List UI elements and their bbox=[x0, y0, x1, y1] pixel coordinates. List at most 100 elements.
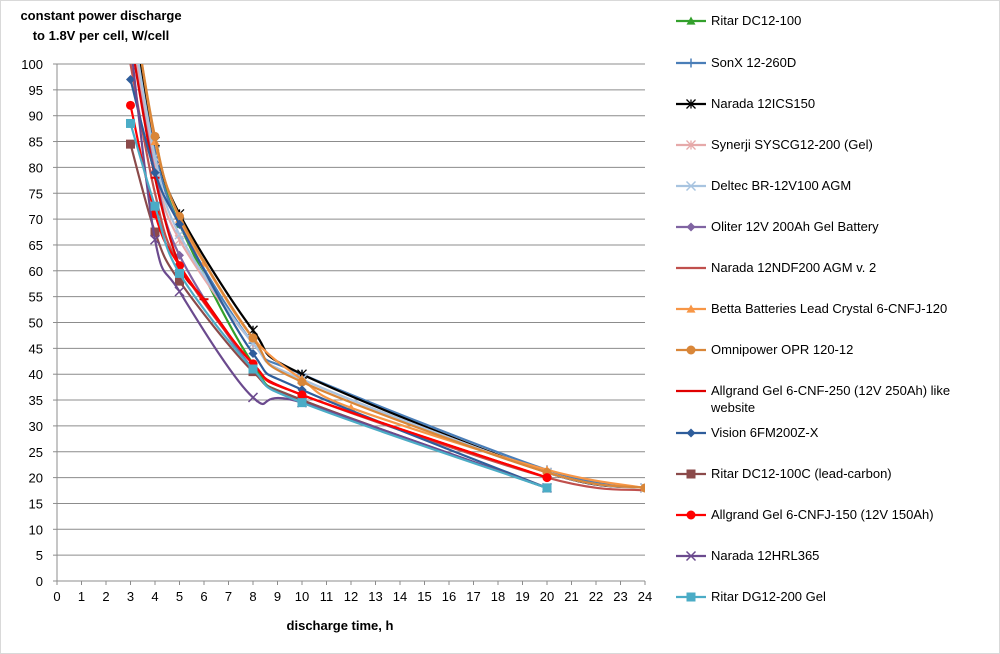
y-tick-label: 90 bbox=[29, 109, 43, 124]
x-tick-label: 6 bbox=[200, 589, 207, 604]
data-point bbox=[126, 75, 135, 85]
legend-label: Ritar DG12-200 Gel bbox=[711, 589, 826, 604]
y-tick-label: 35 bbox=[29, 393, 43, 408]
x-tick-label: 7 bbox=[225, 589, 232, 604]
x-tick-label: 5 bbox=[176, 589, 183, 604]
y-tick-label: 70 bbox=[29, 212, 43, 227]
series-line bbox=[129, 123, 548, 489]
legend-label: Narada 12NDF200 AGM v. 2 bbox=[711, 260, 877, 275]
y-tick-label: 75 bbox=[29, 186, 43, 201]
legend-swatch bbox=[676, 304, 706, 313]
legend-marker bbox=[686, 469, 696, 479]
legend-marker bbox=[686, 510, 696, 520]
x-tick-label: 1 bbox=[78, 589, 85, 604]
legend-label: Betta Batteries Lead Crystal 6-CNFJ-120 bbox=[711, 301, 948, 316]
x-tick-label: 12 bbox=[344, 589, 358, 604]
x-tick-label: 8 bbox=[249, 589, 256, 604]
x-tick-label: 18 bbox=[491, 589, 505, 604]
legend-label: Narada 12ICS150 bbox=[711, 96, 816, 111]
legend-label: Deltec BR-12V100 AGM bbox=[711, 178, 852, 193]
data-point bbox=[150, 168, 160, 178]
x-tick-label: 3 bbox=[127, 589, 134, 604]
legend-swatch bbox=[676, 510, 706, 520]
x-tick-label: 24 bbox=[638, 589, 652, 604]
data-point bbox=[126, 139, 135, 149]
y-tick-label: 30 bbox=[29, 419, 43, 434]
series-line bbox=[129, 143, 548, 489]
legend-marker bbox=[686, 345, 696, 355]
y-axis-label-line-1: constant power discharge bbox=[20, 8, 182, 23]
legend-swatch bbox=[676, 140, 706, 150]
y-axis-label-line-2: to 1.8V per cell, W/cell bbox=[32, 28, 170, 43]
y-tick-label: 20 bbox=[29, 471, 43, 486]
legend-marker bbox=[686, 58, 696, 68]
legend-marker bbox=[685, 550, 697, 562]
legend-swatch bbox=[676, 550, 706, 562]
data-point bbox=[126, 0, 135, 6]
data-point bbox=[640, 483, 645, 493]
legend-swatch bbox=[676, 428, 706, 438]
data-point bbox=[175, 250, 184, 260]
y-tick-label: 25 bbox=[29, 445, 43, 460]
legend-marker bbox=[686, 222, 696, 232]
y-tick-label: 40 bbox=[29, 367, 43, 382]
data-point bbox=[297, 377, 307, 387]
data-point bbox=[126, 100, 135, 110]
legend: Ritar DC12-100 SonX 12-260D Narada 12ICS15… bbox=[672, 0, 992, 654]
y-tick-label: 100 bbox=[21, 57, 43, 72]
x-tick-label: 14 bbox=[393, 589, 407, 604]
y-tick-label: 60 bbox=[29, 264, 43, 279]
x-tick-label: 19 bbox=[515, 589, 529, 604]
data-point bbox=[297, 398, 307, 408]
y-tick-label: 65 bbox=[29, 238, 43, 253]
legend-marker bbox=[685, 180, 697, 192]
x-tick-label: 15 bbox=[417, 589, 431, 604]
x-tick-label: 13 bbox=[368, 589, 382, 604]
data-point bbox=[248, 364, 258, 374]
legend-swatch bbox=[676, 58, 706, 68]
legend-swatch bbox=[676, 16, 706, 25]
legend-label: Ritar DC12-100C (lead-carbon) bbox=[711, 466, 892, 481]
legend-label: Ritar DC12-100 bbox=[711, 13, 802, 28]
legend-marker bbox=[686, 592, 696, 602]
data-point bbox=[126, 8, 135, 16]
data-point bbox=[542, 483, 552, 493]
data-point bbox=[149, 234, 161, 245]
legend-label: Allgrand Gel 6-CNFJ-150 (12V 150Ah) bbox=[711, 507, 934, 522]
x-tick-label: 4 bbox=[151, 589, 158, 604]
legend-marker bbox=[686, 140, 696, 150]
data-point bbox=[126, 18, 135, 27]
series-line bbox=[135, 64, 645, 490]
series-group bbox=[126, 0, 645, 493]
y-tick-label: 10 bbox=[29, 522, 43, 537]
data-point bbox=[175, 268, 184, 278]
x-tick-label: 22 bbox=[589, 589, 603, 604]
data-point bbox=[150, 227, 160, 237]
y-tick-label: 85 bbox=[29, 135, 43, 150]
legend-marker bbox=[686, 16, 696, 25]
legend-swatch bbox=[676, 222, 706, 232]
x-tick-label: 17 bbox=[466, 589, 480, 604]
legend-swatch bbox=[676, 389, 706, 393]
data-point bbox=[248, 349, 258, 359]
x-tick-label: 20 bbox=[540, 589, 554, 604]
legend-swatch bbox=[676, 99, 706, 109]
legend-swatch bbox=[676, 592, 706, 602]
x-tick-label: 10 bbox=[295, 589, 309, 604]
data-point bbox=[175, 276, 184, 286]
legend-swatch bbox=[676, 266, 706, 270]
series-line bbox=[129, 105, 548, 479]
legend-label: Vision 6FM200Z-X bbox=[711, 425, 819, 440]
data-point bbox=[126, 39, 135, 48]
legend-marker bbox=[686, 428, 696, 438]
y-tick-label: 55 bbox=[29, 290, 43, 305]
y-tick-label: 0 bbox=[36, 574, 43, 589]
legend-label: Synerji SYSCG12-200 (Gel) bbox=[711, 137, 873, 152]
x-axis-label: discharge time, h bbox=[286, 618, 394, 633]
data-point bbox=[247, 392, 259, 403]
data-point bbox=[248, 333, 258, 343]
x-tick-label: 0 bbox=[53, 589, 60, 604]
data-point bbox=[126, 0, 135, 1]
legend-swatch bbox=[676, 469, 706, 479]
